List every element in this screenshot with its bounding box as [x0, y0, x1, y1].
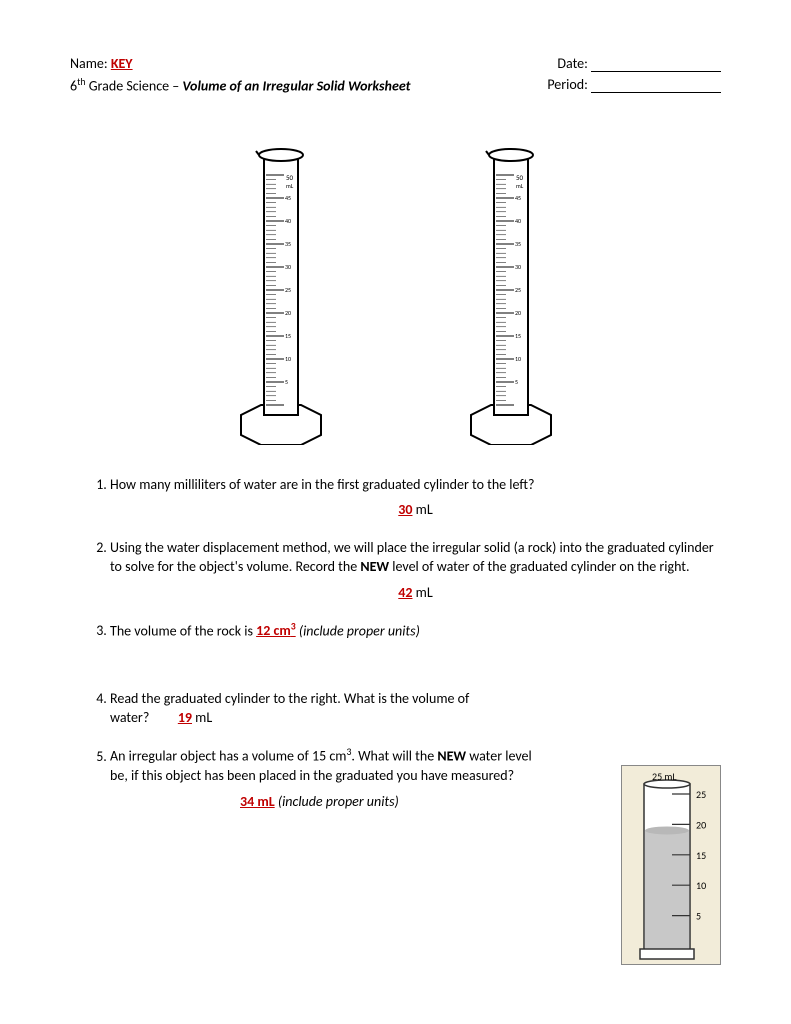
svg-text:45: 45: [515, 194, 521, 202]
question-1: How many milliliters of water are in the…: [110, 475, 721, 520]
q4-text-a: Read the graduated cylinder to the right…: [110, 690, 469, 727]
date-blank: [591, 71, 721, 72]
q2-unit: mL: [412, 584, 432, 601]
grade-title: 6th Grade Science – Volume of an Irregul…: [70, 76, 410, 95]
svg-text:30: 30: [515, 263, 521, 271]
svg-text:35: 35: [515, 240, 521, 248]
svg-text:5: 5: [515, 378, 518, 386]
svg-text:45: 45: [285, 194, 291, 202]
worksheet-page: Name: KEY Date: 6th Grade Science – Volu…: [0, 0, 791, 1024]
svg-text:20: 20: [285, 309, 291, 317]
period-label: Period:: [547, 76, 591, 93]
q2-answer: 42: [398, 584, 412, 601]
svg-text:5: 5: [696, 910, 701, 923]
q2-text-b: level of water of the graduated cylinder…: [389, 558, 689, 575]
q5-answer: 34 mL: [240, 793, 275, 810]
svg-text:20: 20: [696, 818, 706, 831]
small-cyl-top-label: 25 mL: [652, 770, 677, 783]
question-list: How many milliliters of water are in the…: [70, 475, 721, 812]
question-4: Read the graduated cylinder to the right…: [110, 689, 721, 728]
svg-text:15: 15: [696, 849, 706, 862]
q3-text-a: The volume of the rock is: [110, 622, 256, 639]
grade-text: Grade Science –: [86, 78, 183, 95]
name-label: Name:: [70, 55, 111, 72]
q5-text-a: An irregular object has a volume of 15 c…: [110, 748, 346, 765]
q5-text-b: . What will the: [351, 748, 437, 765]
svg-text:30: 30: [285, 263, 291, 271]
cylinder-row: 45 40 35 30 25 20 15 10 5 50 mL 45 40 35 30 25 20 15 10…: [70, 130, 721, 450]
name-value: KEY: [111, 55, 133, 72]
q1-answer-line: 30 mL: [110, 500, 721, 520]
q5-answer-line: 34 mL (include proper units): [240, 792, 550, 812]
date-field: Date:: [557, 55, 721, 72]
svg-text:25: 25: [515, 286, 521, 294]
header-row-2: 6th Grade Science – Volume of an Irregul…: [70, 76, 721, 95]
svg-text:15: 15: [515, 332, 521, 340]
svg-text:35: 35: [285, 240, 291, 248]
small-cylinder-box: 25 mL 25 20 15 10 5: [621, 765, 721, 965]
cylinder-left: 45 40 35 30 25 20 15 10 5 50 mL: [221, 130, 341, 450]
svg-text:10: 10: [696, 879, 706, 892]
header-row-1: Name: KEY Date:: [70, 55, 721, 72]
period-blank: [591, 92, 721, 93]
q2-answer-line: 42 mL: [110, 583, 721, 603]
question-3: The volume of the rock is 12 cm3 (includ…: [110, 621, 721, 671]
period-field: Period:: [547, 76, 721, 95]
worksheet-title: Volume of an Irregular Solid Worksheet: [182, 78, 410, 95]
q3-answer: 12 cm3: [256, 622, 296, 639]
svg-text:25: 25: [285, 286, 291, 294]
q5-bold: NEW: [437, 748, 466, 765]
q4-wrap: Read the graduated cylinder to the right…: [110, 689, 721, 728]
cyl-left-unit: mL: [286, 182, 294, 190]
q4-unit: mL: [192, 709, 212, 726]
svg-text:25: 25: [696, 788, 706, 801]
grade-sup: th: [77, 76, 85, 88]
svg-text:20: 20: [515, 309, 521, 317]
question-2: Using the water displacement method, we …: [110, 538, 721, 603]
cyl-right-unit: mL: [516, 182, 524, 190]
q1-unit: mL: [412, 501, 432, 518]
cylinder-right: 45 40 35 30 25 20 15 10 5 50 mL: [451, 130, 571, 450]
q4-answer: 19: [178, 709, 192, 726]
q3-spacer: [110, 641, 721, 671]
cylinder-left-svg: 45 40 35 30 25 20 15 10 5 50 mL: [226, 135, 336, 445]
q1-answer: 30: [398, 501, 412, 518]
name-field: Name: KEY: [70, 55, 133, 72]
svg-text:5: 5: [285, 378, 288, 386]
cyl-left-max: 50: [286, 173, 294, 182]
svg-text:10: 10: [285, 355, 291, 363]
small-cylinder-svg: 25 mL 25 20 15 10 5: [622, 766, 720, 964]
date-label: Date:: [557, 55, 591, 72]
svg-text:15: 15: [285, 332, 291, 340]
cylinder-right-svg: 45 40 35 30 25 20 15 10 5 50 mL: [456, 135, 566, 445]
svg-text:40: 40: [285, 217, 291, 225]
cyl-right-max: 50: [516, 173, 524, 182]
q4-text-block: Read the graduated cylinder to the right…: [110, 689, 510, 728]
q3-note: (include proper units): [296, 622, 420, 639]
svg-text:40: 40: [515, 217, 521, 225]
q2-bold: NEW: [360, 558, 389, 575]
question-5: An irregular object has a volume of 15 c…: [110, 746, 550, 811]
q1-text: How many milliliters of water are in the…: [110, 476, 534, 493]
q5-note: (include proper units): [275, 793, 399, 810]
svg-text:10: 10: [515, 355, 521, 363]
